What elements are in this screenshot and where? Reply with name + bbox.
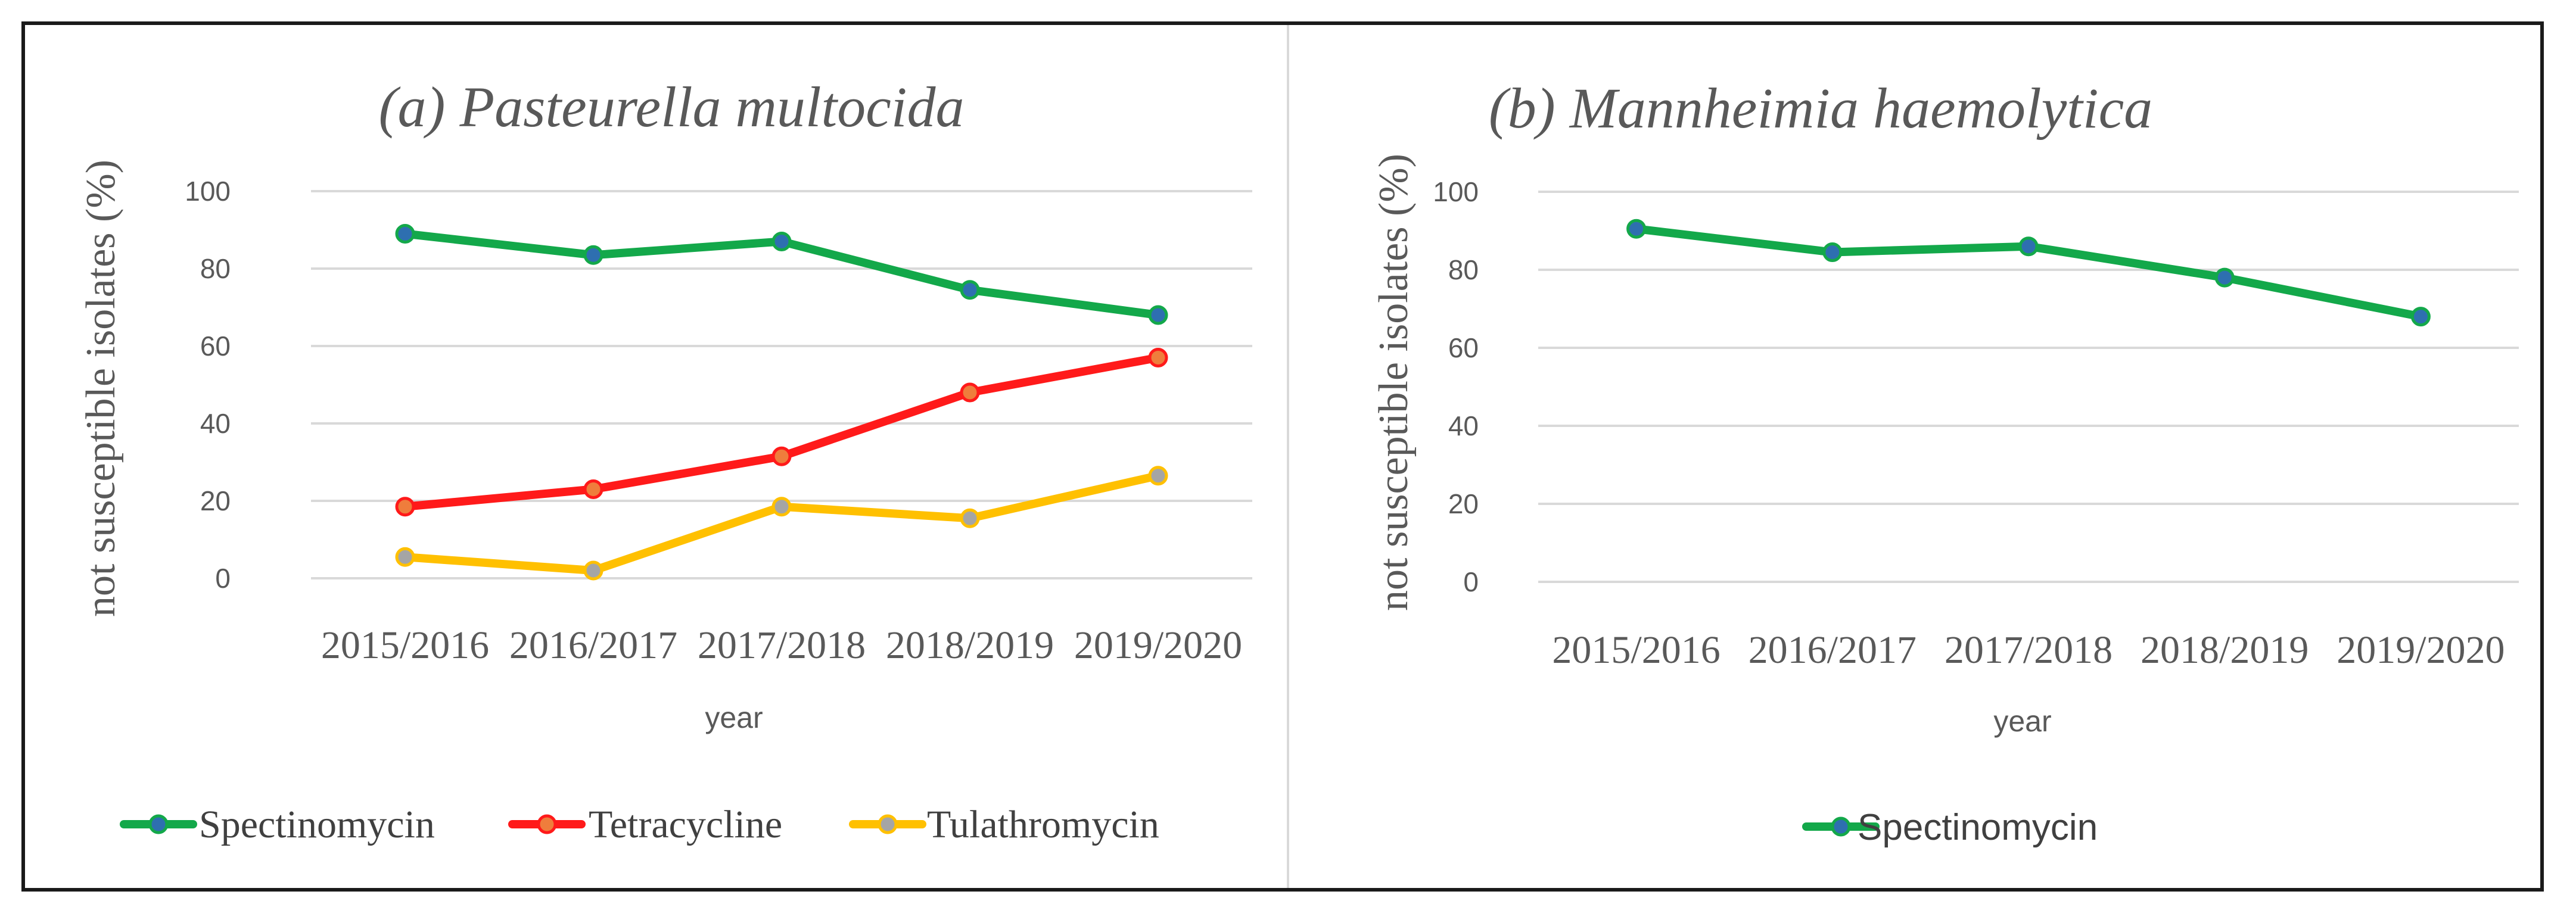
legend-label: Spectinomycin [1858,807,2098,848]
data-point-spectinomycin [1626,219,1647,239]
x-tick-label: 2015/2016 [1552,628,1720,672]
y-tick-label: 40 [1448,410,1479,441]
series-line-tetracycline [401,353,1162,511]
legend-item-spectinomycin: Spectinomycin [1802,807,2098,848]
chart-pasteurella: (a) Pasteurella multocida not susceptible… [78,75,1252,846]
x-tick-label: 2017/2018 [698,624,866,667]
legend-marker-spectinomycin [148,814,169,834]
data-point-spectinomycin [1148,305,1168,325]
data-point-tulathromycin [771,497,792,517]
chart-title: (b) Mannheimia haemolytica [1489,76,2152,140]
y-tick-label: 20 [1448,488,1479,519]
data-point-tulathromycin [395,547,415,567]
x-tick-label: 2019/2020 [2337,628,2505,672]
data-point-tetracycline [960,382,980,403]
y-tick-label: 80 [1448,254,1479,285]
data-point-spectinomycin [2018,236,2039,257]
y-tick-label: 100 [1433,176,1479,207]
y-tick-label: 20 [200,485,231,516]
legend-marker-tetracycline [537,814,557,834]
data-point-tetracycline [1148,348,1168,367]
data-point-tulathromycin [1148,466,1168,486]
data-point-tulathromycin [960,508,980,528]
y-tick-label: 100 [185,176,231,207]
panel-divider [1287,25,1289,888]
legend-item-spectinomycin: Spectinomycin [120,803,435,846]
figure-frame: (a) Pasteurella multocida not susceptible… [21,21,2544,892]
y-tick-label: 80 [200,253,231,284]
data-point-spectinomycin [395,224,415,244]
x-tick-label: 2019/2020 [1074,624,1242,667]
data-point-tetracycline [771,446,792,466]
x-tick-label: 2017/2018 [1945,628,2113,672]
legend-item-tetracycline: Tetracycline [508,803,782,846]
y-axis-label: not susceptible isolates (%) [1371,154,1417,611]
series-line-tulathromycin [401,471,1162,575]
x-tick-label: 2016/2017 [1749,628,1917,672]
y-axis-label: not susceptible isolates (%) [78,160,124,617]
x-tick-label: 2018/2019 [886,624,1054,667]
data-point-spectinomycin [771,232,792,251]
y-tick-label: 60 [1448,332,1479,363]
data-point-spectinomycin [1822,242,1843,263]
legend-marker-spectinomycin [1831,816,1851,837]
y-tick-label: 0 [215,563,231,594]
x-tick-label: 2015/2016 [321,624,489,667]
y-tick-label: 0 [1463,566,1479,597]
x-axis-label: year [1993,705,2051,738]
data-point-tetracycline [395,497,415,517]
y-tick-label: 60 [200,331,231,361]
legend-label: Tulathromycin [927,803,1159,846]
y-tick-label: 40 [200,408,231,439]
chart-mannheimia: (b) Mannheimia haemolytica not susceptibl… [1371,76,2519,848]
data-point-tetracycline [583,479,603,499]
x-tick-label: 2016/2017 [509,624,677,667]
data-point-spectinomycin [960,280,980,300]
legend-marker-tulathromycin [878,814,898,834]
chart-title: (a) Pasteurella multocida [379,75,965,139]
x-axis-label: year [705,701,763,734]
data-point-spectinomycin [2214,267,2235,288]
x-tick-label: 2018/2019 [2141,628,2309,672]
data-point-spectinomycin [583,245,603,265]
legend-label: Tetracycline [589,803,782,846]
data-point-spectinomycin [2410,307,2431,327]
data-point-tulathromycin [583,560,603,581]
legend-item-tulathromycin: Tulathromycin [849,803,1159,846]
legend-label: Spectinomycin [199,803,435,846]
